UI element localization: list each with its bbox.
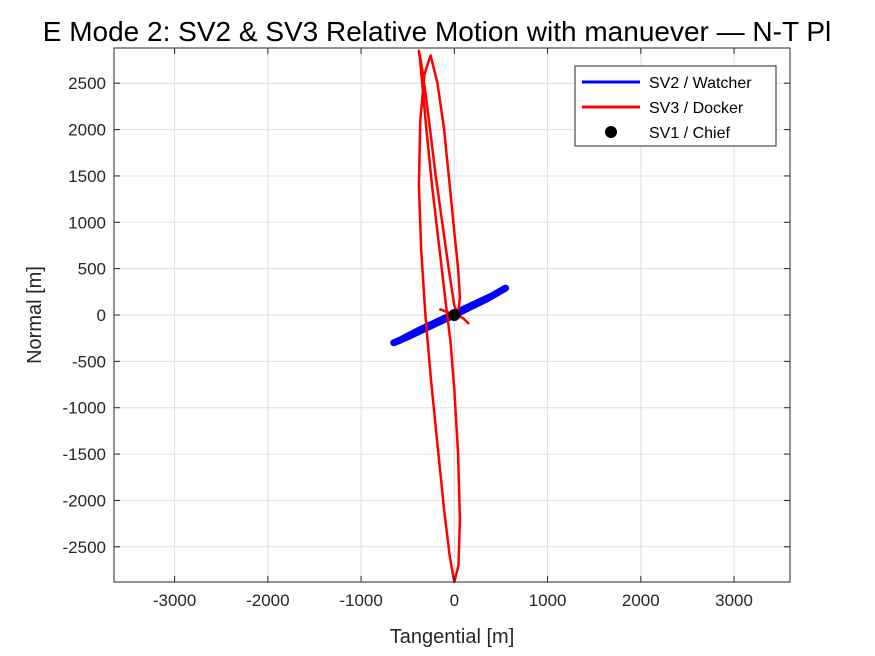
series-line xyxy=(390,284,510,347)
y-tick-label: -2000 xyxy=(63,491,106,510)
legend-swatch-marker xyxy=(605,126,617,138)
y-tick-label: -500 xyxy=(72,352,106,371)
legend-entry-label: SV2 / Watcher xyxy=(649,75,752,92)
x-tick-label: -2000 xyxy=(246,591,289,610)
series-marker xyxy=(448,309,461,321)
legend: SV2 / Watcher SV3 / Docker SV1 / Chief xyxy=(574,65,777,147)
x-tick-label: 2000 xyxy=(622,591,660,610)
ticks xyxy=(114,48,790,582)
x-tick-label: -1000 xyxy=(339,591,382,610)
y-tick-label: 0 xyxy=(97,306,106,325)
y-tick-label: -2500 xyxy=(63,538,106,557)
x-tick-label: 1000 xyxy=(529,591,567,610)
chart-title: E Mode 2: SV2 & SV3 Relative Motion with… xyxy=(43,16,831,47)
y-tick-label: -1000 xyxy=(63,399,106,418)
legend-entry-label: SV3 / Docker xyxy=(649,100,744,117)
tick-labels: -3000 -2000 -1000 0 1000 2000 3000 -2500 -2000 -1… xyxy=(63,74,753,610)
grid xyxy=(114,48,790,582)
x-tick-label: -3000 xyxy=(153,591,196,610)
y-tick-label: 1000 xyxy=(68,213,106,232)
y-axis-label: Normal [m] xyxy=(24,266,46,364)
y-tick-label: -1500 xyxy=(63,445,106,464)
y-tick-label: 2000 xyxy=(68,121,106,140)
x-tick-label: 0 xyxy=(450,591,459,610)
series-line xyxy=(417,49,470,584)
x-axis-label: Tangential [m] xyxy=(390,626,515,648)
y-tick-label: 500 xyxy=(78,260,106,279)
legend-entry-label: SV1 / Chief xyxy=(649,125,730,142)
y-tick-label: 1500 xyxy=(68,167,106,186)
x-tick-label: 3000 xyxy=(715,591,753,610)
y-tick-label: 2500 xyxy=(68,74,106,93)
plot-area xyxy=(390,49,510,584)
